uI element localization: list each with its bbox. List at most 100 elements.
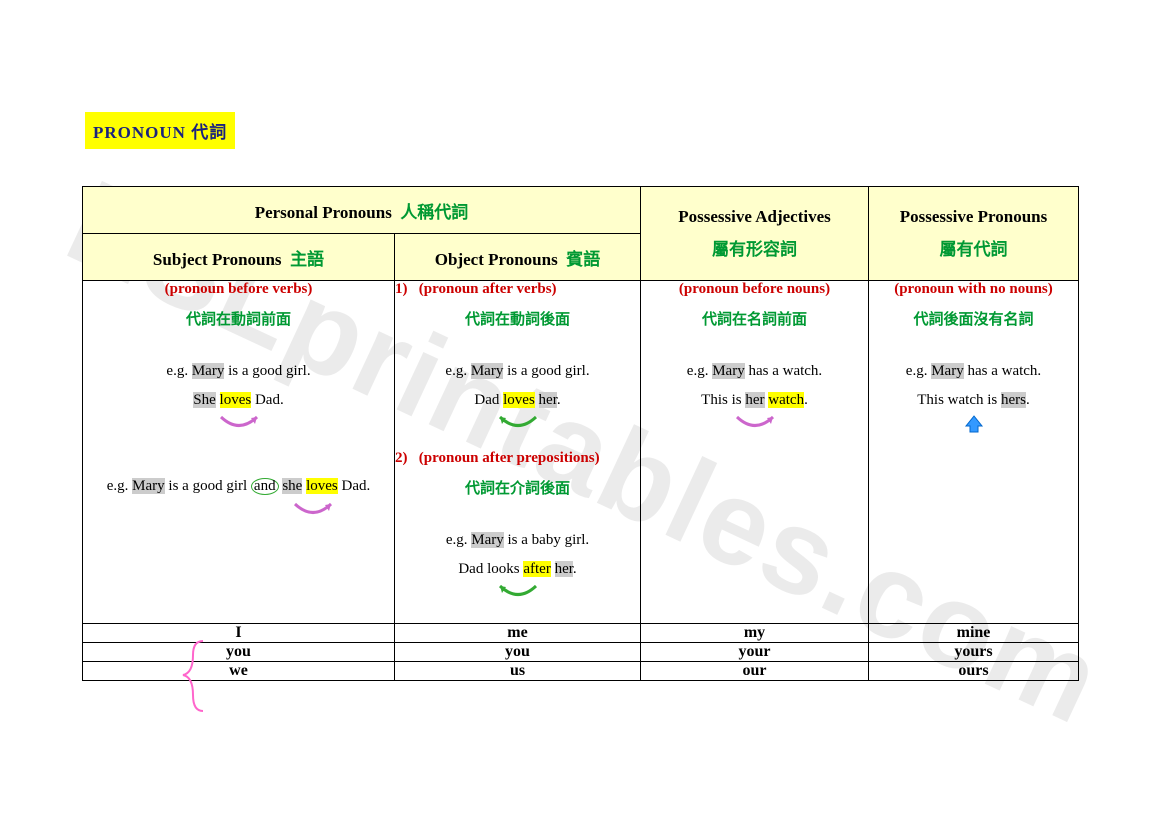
rule-label: (pronoun after verbs) (419, 281, 557, 297)
hl-word: her (745, 392, 764, 408)
curved-arrow-icon (725, 414, 785, 432)
cell-value: yours (869, 643, 1079, 662)
header-personal: Personal Pronouns 人稱代詞 (83, 187, 641, 234)
eg-text: has a watch. (964, 363, 1041, 379)
arrow-row (641, 414, 868, 432)
eg-text: This is (701, 392, 745, 408)
header-object: Object Pronouns 賓語 (395, 234, 641, 281)
header-subject-en: Subject Pronouns (153, 250, 282, 269)
eg-text: has a watch. (745, 363, 822, 379)
eg-text: . (557, 392, 561, 408)
example-block: e.g. Mary is a good girl. Dad loves her. (395, 357, 640, 432)
header-poss-adj-en: Possessive Adjectives (678, 207, 831, 226)
eg-text: is a good girl (165, 478, 251, 494)
cell-value: us (395, 662, 641, 681)
eg-label: e.g. (107, 478, 132, 494)
header-object-en: Object Pronouns (435, 250, 558, 269)
header-subject: Subject Pronouns 主語 (83, 234, 395, 281)
header-subject-zh: 主語 (290, 250, 324, 269)
cell-value: mine (869, 624, 1079, 643)
curved-arrow-icon (283, 501, 343, 519)
table-row: you you your yours (83, 643, 1079, 662)
rule-text: 1) (pronoun after verbs) (395, 281, 640, 298)
pronoun-table: Personal Pronouns 人稱代詞 Possessive Adject… (82, 186, 1079, 681)
rule-num: 1) (395, 281, 408, 297)
arrow-row (83, 414, 394, 432)
page-title: PRONOUN 代詞 (85, 112, 235, 149)
arrow-row (395, 414, 640, 432)
header-poss-pro-zh: 屬有代詞 (869, 235, 1078, 260)
table-header-row: Personal Pronouns 人稱代詞 Possessive Adject… (83, 187, 1079, 234)
example-block: e.g. Mary has a watch. This is her watch… (641, 357, 868, 432)
circled-word: and (251, 478, 279, 495)
rule-label: (pronoun after prepositions) (419, 450, 600, 466)
header-personal-zh: 人稱代詞 (400, 203, 468, 222)
cell-value: our (641, 662, 869, 681)
eg-label: e.g. (906, 363, 931, 379)
rule-text-zh: 代詞後面沒有名詞 (869, 308, 1078, 329)
rule-text-zh: 代詞在名詞前面 (641, 308, 868, 329)
document-page: ESLprintables.com PRONOUN 代詞 Personal Pr… (0, 0, 1169, 821)
eg-label: e.g. (687, 363, 712, 379)
example-block: e.g. Mary is a good girl and she loves D… (83, 472, 394, 519)
eg-label: e.g. (166, 363, 191, 379)
cell-value: we (83, 662, 395, 681)
cell-poss-pro-explain: (pronoun with no nouns) 代詞後面沒有名詞 e.g. Ma… (869, 281, 1079, 624)
explanation-row: (pronoun before verbs) 代詞在動詞前面 e.g. Mary… (83, 281, 1079, 624)
eg-text: Dad. (251, 392, 284, 408)
cell-value: me (395, 624, 641, 643)
arrow-row (395, 583, 640, 601)
hl-word: loves (220, 392, 252, 408)
header-poss-adj-zh: 屬有形容詞 (641, 235, 868, 260)
eg-text: Dad. (338, 478, 371, 494)
cell-value: you (395, 643, 641, 662)
arrow-row (83, 501, 394, 519)
cell-value: I (83, 624, 395, 643)
rule-num: 2) (395, 450, 408, 466)
eg-label: e.g. (445, 363, 470, 379)
cell-value: my (641, 624, 869, 643)
header-poss-adj: Possessive Adjectives 屬有形容詞 (641, 187, 869, 281)
curved-arrow-icon (488, 583, 548, 601)
table-row: I me my mine (83, 624, 1079, 643)
example-block: e.g. Mary is a good girl. She loves Dad. (83, 357, 394, 432)
hl-word: Mary (471, 532, 504, 548)
rule-text: 2) (pronoun after prepositions) (395, 450, 640, 467)
eg-text: is a good girl. (503, 363, 589, 379)
eg-text: is a baby girl. (504, 532, 589, 548)
hl-word: Mary (132, 478, 165, 494)
curved-arrow-icon (209, 414, 269, 432)
eg-text: Dad looks (458, 561, 523, 577)
header-personal-en: Personal Pronouns (255, 203, 392, 222)
cell-subject-explain: (pronoun before verbs) 代詞在動詞前面 e.g. Mary… (83, 281, 395, 624)
hl-word: hers (1001, 392, 1026, 408)
eg-text: is a good girl. (224, 363, 310, 379)
hl-word: Mary (712, 363, 745, 379)
rule-text: (pronoun before verbs) (83, 281, 394, 298)
hl-word: loves (306, 478, 338, 494)
header-poss-pro-en: Possessive Pronouns (900, 207, 1048, 226)
rule-text-zh: 代詞在介詞後面 (395, 477, 640, 498)
hl-word: Mary (471, 363, 504, 379)
hl-word: her (539, 392, 557, 408)
eg-text: This watch is (917, 392, 1001, 408)
header-poss-pro: Possessive Pronouns 屬有代詞 (869, 187, 1079, 281)
hl-word: Mary (192, 363, 225, 379)
eg-text: . (804, 392, 808, 408)
cell-poss-adj-explain: (pronoun before nouns) 代詞在名詞前面 e.g. Mary… (641, 281, 869, 624)
rule-text-zh: 代詞在動詞後面 (395, 308, 640, 329)
eg-text (535, 392, 539, 408)
table-row: we us our ours (83, 662, 1079, 681)
cell-value: your (641, 643, 869, 662)
header-object-zh: 賓語 (566, 250, 600, 269)
rule-text: (pronoun before nouns) (641, 281, 868, 298)
cell-value: ours (869, 662, 1079, 681)
example-block: e.g. Mary is a baby girl. Dad looks afte… (395, 526, 640, 601)
hl-word: her (555, 561, 573, 577)
rule-text-zh: 代詞在動詞前面 (83, 308, 394, 329)
rule-text: (pronoun with no nouns) (869, 281, 1078, 298)
curved-arrow-icon (488, 414, 548, 432)
eg-text: . (1026, 392, 1030, 408)
hl-word: watch (768, 392, 804, 408)
hl-word: loves (503, 392, 535, 408)
